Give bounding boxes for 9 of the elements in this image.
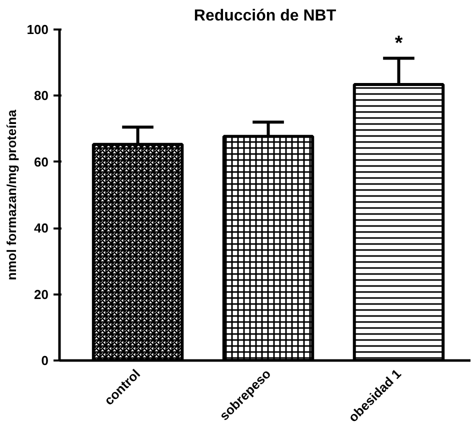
- annotation: *: [394, 32, 403, 54]
- y-tick-label: 80: [34, 88, 49, 104]
- y-tick-label: 100: [26, 22, 49, 37]
- y-tick-label: 40: [34, 220, 49, 236]
- y-tick-label: 0: [41, 353, 49, 368]
- y-axis-title: nmol formazan/mg proteína: [4, 109, 19, 280]
- y-tick-label: 60: [34, 154, 49, 170]
- y-tick-label: 20: [34, 286, 49, 302]
- chart-title: Reducción de NBT: [194, 8, 336, 24]
